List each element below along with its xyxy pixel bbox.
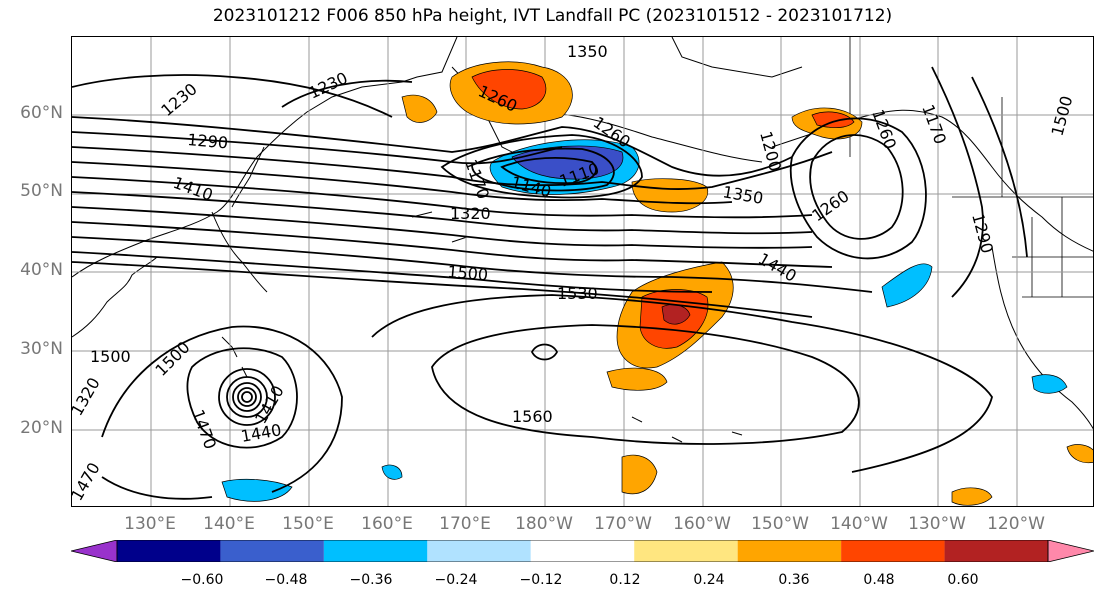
contour-label: 1170 (918, 102, 950, 147)
lon-label-120w: 120°W (987, 514, 1045, 534)
contour-label: 1560 (512, 407, 553, 426)
map-panel: 1350 1260 1230 1230 1290 1410 1320 1140 … (71, 36, 1094, 507)
contour-label: 1500 (151, 338, 193, 380)
colorbar-segment (427, 540, 531, 562)
colorbar-segment (323, 540, 428, 562)
contour-label: 1470 (188, 407, 220, 452)
colorbar-segment (841, 540, 945, 562)
map-title: 2023101212 F006 850 hPa height, IVT Land… (212, 6, 893, 26)
colorbar-tick: −0.36 (349, 572, 393, 588)
ivt-shading (221, 61, 1093, 506)
contour-label: 1470 (72, 459, 104, 504)
lon-label-160w: 160°W (673, 514, 731, 534)
contour-label: 1260 (868, 107, 900, 152)
colorbar-segment (117, 540, 221, 562)
contour-label: 1500 (1048, 94, 1077, 138)
colorbar-tick: 0.48 (863, 572, 895, 588)
lon-label-170e: 170°E (439, 514, 491, 534)
lat-label-60: 60°N (20, 103, 63, 123)
contour-label: 1290 (187, 130, 229, 152)
colorbar-extend-high (1047, 540, 1094, 562)
colorbar-segment (530, 540, 635, 562)
contour-label: 1320 (450, 204, 491, 223)
contour-label: 1230 (157, 79, 200, 120)
lon-label-150e: 150°E (282, 514, 334, 534)
contour-label: 1410 (251, 382, 288, 427)
contour-label: 1440 (755, 249, 800, 286)
colorbar-segment (737, 540, 842, 562)
lon-label-160e: 160°E (361, 514, 413, 534)
height-contours (72, 66, 1028, 500)
colorbar-tick: −0.60 (180, 572, 224, 588)
colorbar-tick: 0.12 (609, 572, 641, 588)
map-canvas: 1350 1260 1230 1230 1290 1410 1320 1140 … (72, 37, 1093, 506)
colorbar-segment (220, 540, 324, 562)
colorbar-extend-low (71, 540, 118, 562)
contour-label: 1530 (557, 284, 598, 303)
lon-label-180w: 180°W (515, 514, 573, 534)
contour-label: 1350 (721, 182, 764, 208)
colorbar-outline (116, 540, 1049, 562)
colorbar-tick: 0.24 (693, 572, 725, 588)
lat-label-30: 30°N (20, 339, 63, 359)
lat-label-20: 20°N (20, 418, 63, 438)
contour-label: 1260 (808, 186, 852, 225)
contour-label: 1350 (567, 42, 608, 61)
colorbar-tick: −0.24 (434, 572, 478, 588)
contour-label: 1290 (968, 211, 997, 255)
lon-label-140e: 140°E (203, 514, 255, 534)
contour-label: 1410 (171, 173, 216, 205)
contour-label: 1320 (72, 374, 104, 419)
lon-label-170w: 170°W (594, 514, 652, 534)
colorbar-segment (634, 540, 738, 562)
lon-label-130w: 130°W (908, 514, 966, 534)
colorbar-tick: −0.48 (264, 572, 308, 588)
lon-label-140w: 140°W (830, 514, 888, 534)
lon-label-150w: 150°W (751, 514, 809, 534)
contour-label: 1500 (90, 347, 131, 366)
lat-label-40: 40°N (20, 260, 63, 280)
coastline (72, 37, 1093, 443)
colorbar-tick: 0.60 (947, 572, 979, 588)
lon-label-130e: 130°E (124, 514, 176, 534)
colorbar-tick: 0.36 (778, 572, 810, 588)
colorbar (71, 540, 1094, 562)
contour-label: 1500 (447, 262, 489, 284)
lat-label-50: 50°N (20, 181, 63, 201)
colorbar-tick: −0.12 (519, 572, 563, 588)
colorbar-segment (944, 540, 1048, 562)
